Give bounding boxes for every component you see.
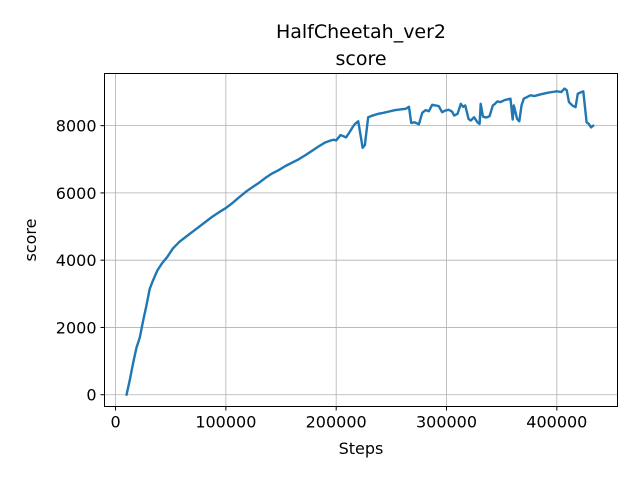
gridlines	[104, 73, 618, 407]
x-tick-label: 200000	[306, 413, 367, 432]
x-tick-label: 0	[110, 413, 120, 432]
y-tick-label: 4000	[56, 251, 97, 270]
chart-subtitle: score	[335, 48, 386, 70]
x-tick-label: 100000	[195, 413, 256, 432]
y-axis-label: score	[21, 219, 40, 262]
y-tick-label: 6000	[56, 184, 97, 203]
x-tick-label: 300000	[416, 413, 477, 432]
x-tick-label: 400000	[526, 413, 587, 432]
axis-ticks: 0 100000 200000 300000 400000 0 2000 4000 6000 80…	[56, 117, 588, 432]
series-line-0	[125, 87, 595, 396]
x-axis-label: Steps	[339, 439, 384, 458]
chart-title: HalfCheetah_ver2	[276, 21, 446, 43]
y-tick-label: 8000	[56, 117, 97, 136]
y-tick-label: 0	[86, 386, 96, 405]
y-tick-label: 2000	[56, 318, 97, 337]
plot-frame	[104, 73, 618, 407]
series-layer	[125, 87, 595, 396]
